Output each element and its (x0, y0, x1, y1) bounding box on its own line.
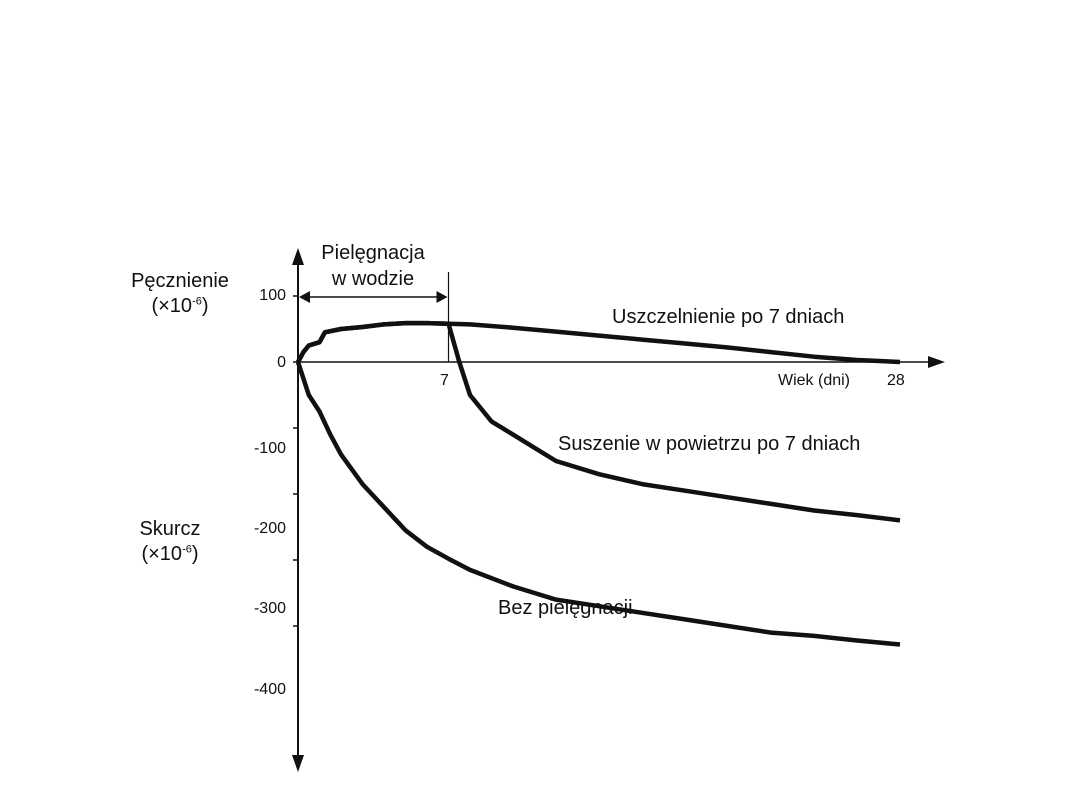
series-line-air-dried (296, 320, 901, 523)
y-label-top-line2: (×10-6) (120, 295, 240, 318)
annotation-line1: Pielęgnacja (321, 242, 425, 264)
y-label-top-line1: Pęcznienie (131, 270, 229, 292)
x-tick-label-28: 28 (887, 372, 905, 389)
y-tick-label-minus200: -200 (253, 520, 286, 537)
series-line-no-curing (295, 361, 901, 647)
y-label-top: Pęcznienie (×10-6) (120, 270, 240, 318)
curing-arrow-left-head (299, 291, 310, 303)
y-tick-label-minus400: -400 (253, 681, 286, 698)
y-label-bottom-sup: -6 (182, 543, 192, 556)
x-tick-label-7: 7 (440, 372, 449, 389)
curing-annotation (299, 272, 450, 362)
y-label-bottom-line1: Skurcz (139, 518, 201, 540)
y-label-top-suffix: ) (201, 295, 209, 317)
y-tick-label-100: 100 (259, 287, 286, 304)
y-axis-arrow-up (292, 248, 304, 265)
y-tick-label-0: 0 (277, 354, 286, 371)
series-lines (295, 320, 901, 647)
axes (292, 248, 945, 772)
y-axis-arrow-down (292, 755, 304, 772)
series-label-no-curing: Bez pielęgnacji (498, 597, 633, 619)
series-label-air-dried: Suszenie w powietrzu po 7 dniach (558, 433, 861, 455)
y-label-top-prefix: (×10 (151, 295, 193, 317)
x-axis-label: Wiek (dni) (778, 372, 851, 389)
y-label-bottom: Skurcz (×10-6) (120, 518, 220, 566)
x-axis-arrow (928, 356, 945, 368)
y-label-top-sup: -6 (192, 295, 202, 308)
y-tick-label-minus300: -300 (253, 600, 286, 617)
annotation-line2: w wodzie (331, 268, 415, 290)
curing-arrow-right-head (436, 291, 448, 303)
annotation-label: Pielęgnacja w wodzie (313, 240, 433, 292)
y-label-bottom-prefix: (×10 (141, 543, 183, 565)
y-label-bottom-line2: (×10-6) (120, 543, 220, 566)
y-label-bottom-suffix: ) (191, 543, 199, 565)
y-tick-label-minus100: -100 (253, 440, 286, 457)
series-label-sealed: Uszczelnienie po 7 dniach (612, 306, 845, 328)
